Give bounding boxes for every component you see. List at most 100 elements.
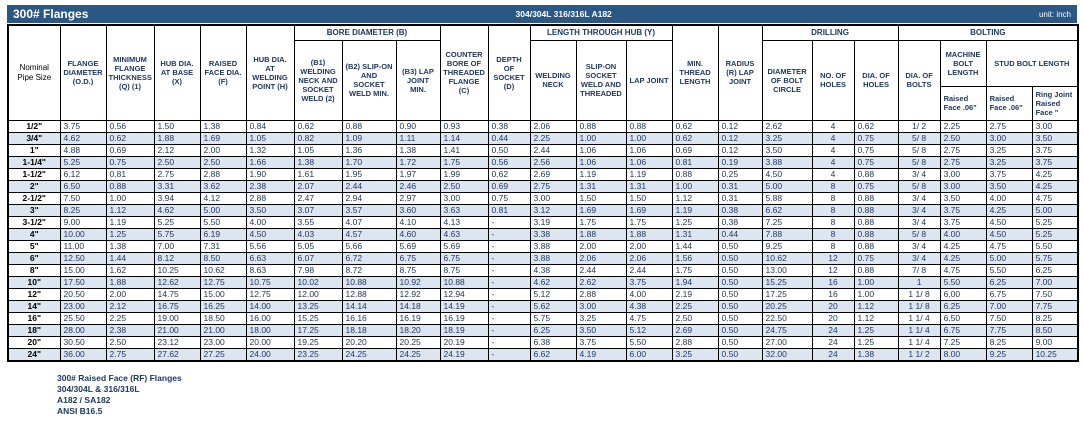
- table-cell: 5.69: [439, 239, 489, 253]
- table-cell: 4.60: [395, 227, 441, 241]
- table-cell: 5.75: [153, 227, 201, 241]
- table-cell: 3/ 4: [897, 167, 941, 181]
- table-cell: 8: [811, 239, 855, 253]
- table-cell: 4: [811, 119, 855, 133]
- table-cell: 1: [897, 275, 941, 289]
- table-cell: 3/ 4: [897, 191, 941, 205]
- table-cell: 1.00: [853, 287, 899, 301]
- table-cell: 4.57: [341, 227, 397, 241]
- table-cell: 6.63: [245, 251, 295, 265]
- table-cell: 3.00: [439, 191, 489, 205]
- table-cell: 1.11: [395, 131, 441, 145]
- table-cell: 4: [811, 155, 855, 169]
- table-cell: 5.75: [529, 311, 577, 325]
- table-cell: 7.25: [939, 335, 987, 349]
- table-cell: 3.25: [985, 155, 1033, 169]
- table-cell: 8.75: [395, 263, 441, 277]
- col-header-min-thread-length: MIN. THREAD LENGTH: [671, 24, 719, 121]
- table-cell: 1.14: [439, 131, 489, 145]
- pipe-size-cell: 2-1/2": [7, 191, 61, 205]
- table-cell: -: [487, 323, 531, 337]
- table-cell: 5.50: [625, 335, 673, 349]
- table-cell: 0.88: [341, 119, 397, 133]
- col-header-nominal-pipe-size: Nominal Pipe Size: [7, 24, 61, 121]
- table-cell: 1 1/ 4: [897, 311, 941, 325]
- pipe-size-cell: 3": [7, 203, 61, 217]
- pipe-size-cell: 4": [7, 227, 61, 241]
- table-cell: 20.50: [59, 287, 107, 301]
- table-cell: 36.00: [59, 347, 107, 361]
- table-cell: 0.50: [717, 335, 763, 349]
- table-cell: 32.00: [761, 347, 813, 361]
- table-cell: 1.09: [341, 131, 397, 145]
- pipe-size-cell: 3/4": [7, 131, 61, 145]
- table-cell: 5.25: [59, 155, 107, 169]
- table-cell: 5/ 8: [897, 155, 941, 169]
- table-cell: 6.25: [1031, 263, 1079, 277]
- table-cell: 0.88: [853, 191, 899, 205]
- table-cell: 3.00: [1031, 119, 1079, 133]
- table-cell: 8.12: [153, 251, 201, 265]
- table-cell: 2.50: [199, 155, 247, 169]
- table-cell: 8.25: [1031, 311, 1079, 325]
- table-cell: 2.44: [529, 143, 577, 157]
- table-cell: 0.88: [575, 119, 627, 133]
- table-cell: 6.62: [529, 347, 577, 361]
- table-cell: 3.75: [1031, 143, 1079, 157]
- table-header: Nominal Pipe Size FLANGE DIAMETER (O.D.)…: [7, 24, 1079, 121]
- table-cell: 6.75: [395, 251, 441, 265]
- table-cell: 3.50: [245, 203, 295, 217]
- table-cell: 8.72: [341, 263, 397, 277]
- table-cell: 12.00: [293, 287, 343, 301]
- table-cell: 5/ 8: [897, 131, 941, 145]
- table-cell: 4.38: [625, 299, 673, 313]
- table-cell: 28.00: [59, 323, 107, 337]
- table-cell: 2.88: [671, 335, 719, 349]
- table-cell: 15.00: [199, 287, 247, 301]
- table-cell: 15.00: [59, 263, 107, 277]
- table-cell: 0.50: [717, 263, 763, 277]
- table-cell: 2.00: [575, 239, 627, 253]
- table-cell: 4.10: [395, 215, 441, 229]
- table-cell: 3.75: [939, 203, 987, 217]
- table-cell: 6.72: [341, 251, 397, 265]
- table-cell: 1.75: [671, 263, 719, 277]
- table-cell: 20.25: [761, 299, 813, 313]
- table-row: 3/4" 4.62 0.62 1.88 1.69 1.05 0.82 1.09 1.11 1.14…: [7, 131, 1079, 145]
- table-cell: 0.12: [717, 131, 763, 145]
- table-cell: 1.12: [105, 203, 155, 217]
- table-cell: 2.38: [245, 179, 295, 193]
- table-cell: 4.13: [439, 215, 489, 229]
- table-cell: 1.00: [853, 275, 899, 289]
- table-cell: 3/ 4: [897, 239, 941, 253]
- table-cell: 4.75: [985, 239, 1033, 253]
- col-header-min-flange-thickness: MINIMUM FLANGE THICKNESS (Q) (1): [105, 24, 155, 121]
- table-cell: 8.50: [199, 251, 247, 265]
- table-cell: 18.18: [341, 323, 397, 337]
- table-cell: 3.88: [529, 239, 577, 253]
- table-cell: 2.06: [529, 119, 577, 133]
- table-cell: 8.63: [245, 263, 295, 277]
- table-cell: -: [487, 287, 531, 301]
- table-cell: 0.62: [293, 119, 343, 133]
- table-cell: 4.00: [985, 191, 1033, 205]
- table-cell: 0.19: [717, 155, 763, 169]
- table-cell: 7/ 8: [897, 263, 941, 277]
- table-cell: 5/ 8: [897, 143, 941, 157]
- pipe-size-cell: 14": [7, 299, 61, 313]
- table-cell: 2.00: [105, 287, 155, 301]
- table-cell: 4.62: [153, 203, 201, 217]
- table-cell: 0.62: [105, 131, 155, 145]
- table-cell: -: [487, 227, 531, 241]
- table-cell: 4.00: [625, 287, 673, 301]
- table-cell: 14.14: [341, 299, 397, 313]
- table-cell: 3.62: [199, 179, 247, 193]
- table-cell: 3.75: [1031, 155, 1079, 169]
- table-cell: 7.50: [1031, 287, 1079, 301]
- table-cell: 4.25: [1031, 179, 1079, 193]
- table-cell: 1.88: [575, 227, 627, 241]
- table-cell: 3.07: [293, 203, 343, 217]
- table-cell: 3.60: [395, 203, 441, 217]
- table-cell: 0.88: [853, 203, 899, 217]
- table-cell: 2.12: [153, 143, 201, 157]
